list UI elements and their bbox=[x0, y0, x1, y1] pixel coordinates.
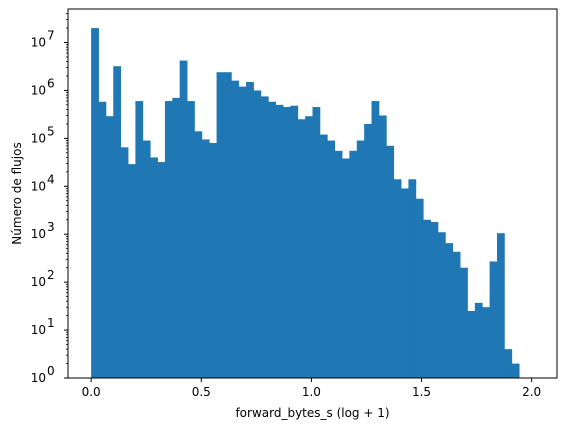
histogram-bar bbox=[364, 123, 372, 378]
histogram-bar bbox=[386, 145, 395, 378]
histogram-bar bbox=[231, 80, 240, 378]
y-tick-label: 10 bbox=[31, 227, 46, 241]
histogram-bar bbox=[172, 97, 181, 379]
x-axis: 0.0 0.5 1.0 1.5 2.0 bbox=[82, 378, 541, 399]
histogram-bar bbox=[356, 140, 365, 378]
histogram-bar bbox=[460, 267, 468, 378]
histogram-bar bbox=[216, 72, 225, 378]
histogram-bar bbox=[482, 307, 490, 378]
histogram-bar bbox=[142, 140, 151, 378]
bars-group bbox=[91, 28, 520, 379]
histogram-bar bbox=[120, 147, 129, 378]
y-tick-label: 10 bbox=[31, 323, 46, 337]
histogram-bar bbox=[91, 28, 99, 378]
y-tick-label: 10 bbox=[31, 371, 46, 385]
y-tick-exponent: 6 bbox=[47, 76, 55, 90]
histogram-bar bbox=[378, 115, 387, 378]
histogram-bar bbox=[393, 179, 402, 378]
histogram-bar bbox=[275, 104, 284, 378]
histogram-bar bbox=[319, 134, 328, 378]
y-tick-label: 10 bbox=[31, 179, 46, 193]
histogram-bar bbox=[194, 131, 203, 378]
histogram-bar bbox=[408, 179, 417, 378]
x-axis-label: forward_bytes_s (log + 1) bbox=[235, 406, 389, 420]
histogram-bar bbox=[246, 81, 254, 378]
histogram-bar bbox=[135, 101, 144, 378]
y-tick-exponent: 5 bbox=[47, 124, 55, 138]
histogram-bar bbox=[401, 188, 409, 378]
histogram-bar bbox=[260, 96, 269, 379]
histogram-bar bbox=[128, 164, 136, 378]
histogram-bar bbox=[371, 101, 380, 378]
histogram-bar bbox=[209, 143, 217, 378]
histogram-bar bbox=[223, 72, 232, 378]
y-tick-exponent: 0 bbox=[47, 364, 55, 378]
histogram-bar bbox=[445, 243, 454, 378]
histogram-bar bbox=[334, 150, 343, 378]
histogram-bar bbox=[253, 90, 262, 378]
x-tick-label: 2.0 bbox=[522, 385, 541, 399]
y-tick-exponent: 1 bbox=[47, 316, 55, 330]
histogram-bar bbox=[504, 349, 513, 378]
y-tick-exponent: 4 bbox=[47, 172, 55, 186]
x-tick-label: 1.0 bbox=[302, 385, 321, 399]
y-axis-label: Número de flujos bbox=[10, 142, 24, 244]
histogram-bar bbox=[157, 162, 166, 378]
x-tick-label: 0.5 bbox=[192, 385, 211, 399]
histogram-bar bbox=[305, 116, 313, 378]
histogram-bar bbox=[187, 101, 195, 378]
y-tick-exponent: 3 bbox=[47, 220, 55, 234]
y-tick-label: 10 bbox=[31, 131, 46, 145]
x-tick-label: 0.0 bbox=[82, 385, 101, 399]
histogram-bar bbox=[113, 66, 122, 378]
histogram-bar bbox=[415, 198, 424, 378]
histogram-bar bbox=[437, 232, 446, 378]
histogram-bar bbox=[282, 107, 291, 379]
histogram-bar bbox=[179, 60, 188, 378]
histogram-bar bbox=[297, 119, 306, 379]
y-tick-exponent: 7 bbox=[47, 29, 55, 43]
histogram-bar bbox=[511, 363, 520, 378]
histogram-bar bbox=[268, 101, 277, 378]
histogram-bar bbox=[164, 101, 173, 378]
y-tick-label: 10 bbox=[31, 275, 46, 289]
y-tick-label: 10 bbox=[31, 83, 46, 97]
histogram-bar bbox=[150, 157, 158, 378]
histogram-bar bbox=[474, 302, 483, 378]
histogram-bar bbox=[98, 101, 107, 378]
histogram-bar bbox=[312, 107, 321, 379]
histogram-bar bbox=[349, 150, 358, 378]
histogram-bar bbox=[496, 233, 505, 378]
histogram-bar bbox=[430, 221, 439, 378]
histogram-bar bbox=[452, 251, 461, 378]
y-tick-exponent: 2 bbox=[47, 268, 55, 282]
histogram-bar bbox=[342, 158, 350, 378]
histogram-bar bbox=[467, 310, 476, 378]
x-tick-label: 1.5 bbox=[412, 385, 431, 399]
histogram-bar bbox=[201, 139, 210, 378]
histogram-bar bbox=[489, 261, 498, 378]
histogram-bar bbox=[105, 116, 114, 378]
histogram-bar bbox=[238, 86, 247, 378]
histogram-bar bbox=[290, 105, 299, 378]
histogram-bar bbox=[423, 219, 431, 378]
y-tick-label: 10 bbox=[31, 36, 46, 50]
histogram-bar bbox=[327, 140, 336, 378]
